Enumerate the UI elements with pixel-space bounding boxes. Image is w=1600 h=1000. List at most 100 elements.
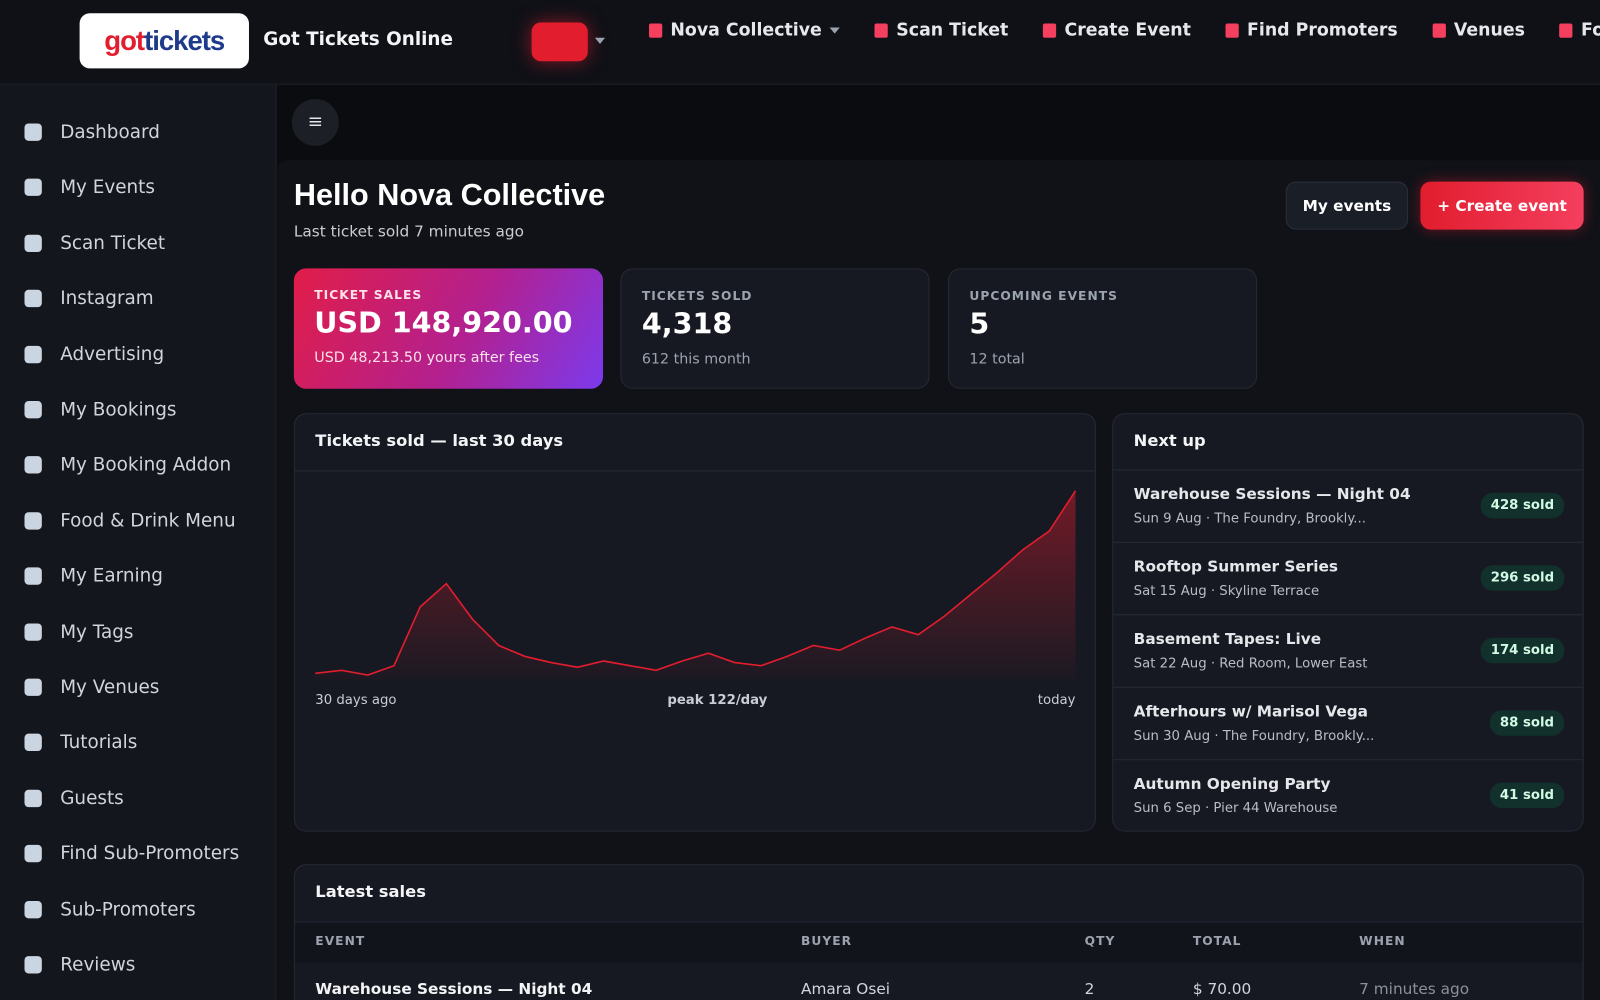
nav-item[interactable]: Create Event <box>1043 18 1191 42</box>
sidebar-item[interactable]: Food & Drink Menu <box>24 510 236 531</box>
sold-badge: 296 sold <box>1480 565 1565 591</box>
sidebar-label: My Venues <box>60 676 160 698</box>
peak-label: peak 122/day <box>667 693 767 708</box>
sidebar-item[interactable]: Dashboard <box>24 121 160 143</box>
stat-card: UPCOMING EVENTS 5 12 total <box>947 268 1258 389</box>
create-event-button[interactable]: + Create event <box>1420 181 1584 230</box>
column-header: TOTAL <box>1192 933 1242 948</box>
latest-sales-card: Latest sales EVENT BUYER QTY TOTAL WHEN Wareh… <box>293 864 1584 1000</box>
dropdown-caret <box>829 27 841 34</box>
stat-label: TICKET SALES <box>314 287 423 303</box>
sidebar-icon <box>24 345 42 363</box>
sidebar-icon <box>24 567 42 585</box>
stat-label: TICKETS SOLD <box>641 288 753 304</box>
nav-item[interactable]: Nova Collective <box>648 18 841 42</box>
sidebar-label: Find Sub-Promoters <box>60 843 240 865</box>
sidebar-item[interactable]: Find Sub-Promoters <box>24 843 239 864</box>
sidebar-icon <box>24 289 42 308</box>
event-row[interactable]: Rooftop Summer Series Sat 15 Aug · Skylin… <box>1113 541 1583 615</box>
sidebar-item[interactable]: My Events <box>24 177 155 198</box>
column-header: BUYER <box>801 933 853 948</box>
sidebar-icon <box>24 734 42 752</box>
table-cell: Warehouse Sessions — Night 04 <box>315 979 593 998</box>
sidebar-icon <box>24 401 42 419</box>
sidebar-icon <box>24 900 42 918</box>
event-name: Afterhours w/ Marisol Vega <box>1133 702 1369 721</box>
sidebar-item[interactable]: Guests <box>24 787 124 809</box>
event-details: Sun 30 Aug · The Foundry, Brookly... <box>1133 728 1375 744</box>
stat-label: UPCOMING EVENTS <box>969 288 1118 304</box>
sidebar-item[interactable]: Tutorials <box>24 732 137 753</box>
event-details: Sun 9 Aug · The Foundry, Brookly... <box>1133 511 1366 527</box>
table-header <box>294 922 1583 964</box>
stat-card: TICKET SALES USD 148,920.00 USD 48,213.50 … <box>293 268 604 389</box>
sidebar-label: Reviews <box>60 954 136 976</box>
sidebar-icon <box>24 512 42 530</box>
logo[interactable]: got tickets <box>79 13 249 69</box>
my-events-button[interactable]: My events <box>1285 181 1409 230</box>
table-cell: 7 minutes ago <box>1359 979 1470 998</box>
nav-icon <box>874 23 889 38</box>
event-row[interactable]: Basement Tapes: Live Sat 22 Aug · Red Roo… <box>1113 614 1583 687</box>
sidebar-icon <box>24 956 42 974</box>
sidebar-item[interactable]: My Tags <box>24 621 133 642</box>
sidebar-item[interactable]: Advertising <box>24 343 164 365</box>
nav-icon <box>648 23 663 38</box>
sold-badge: 174 sold <box>1480 637 1565 664</box>
logo-text: tickets <box>144 24 225 56</box>
nav-icon <box>1043 23 1057 38</box>
event-row[interactable]: Afterhours w/ Marisol Vega Sun 30 Aug · T… <box>1113 686 1583 760</box>
sidebar-item[interactable]: Scan Ticket <box>24 232 166 254</box>
sold-badge: 88 sold <box>1489 710 1565 736</box>
area <box>315 490 1076 680</box>
sidebar-label: Sub-Promoters <box>60 898 196 920</box>
site-name[interactable]: Got Tickets Online <box>263 28 453 50</box>
sidebar-item[interactable]: Sub-Promoters <box>24 898 196 920</box>
event-row[interactable]: Warehouse Sessions — Night 04 Sun 9 Aug ·… <box>1113 469 1583 542</box>
sidebar-item[interactable]: Reviews <box>24 954 136 976</box>
notifications-button[interactable] <box>531 22 588 62</box>
chart-title: Tickets sold — last 30 days <box>315 430 564 450</box>
nav-item[interactable]: Scan Ticket <box>874 18 1008 42</box>
x-end-label: today <box>1038 693 1076 708</box>
event-row[interactable]: Autumn Opening Party Sun 6 Sep · Pier 44 … <box>1113 759 1583 830</box>
nav-label: Create Event <box>1064 20 1191 41</box>
sidebar-item[interactable]: My Earning <box>24 565 163 587</box>
table-cell: 2 <box>1084 979 1095 998</box>
chart: 30 days ago peak 122/day today <box>315 490 1077 708</box>
sold-badge: 41 sold <box>1489 782 1565 809</box>
sidebar-item[interactable]: My Booking Addon <box>24 454 232 476</box>
sidebar-label: Guests <box>60 787 124 809</box>
dropdown-caret[interactable] <box>594 37 606 44</box>
nav-item[interactable]: Venues <box>1432 18 1525 42</box>
event-name: Rooftop Summer Series <box>1133 557 1339 576</box>
nav-item[interactable]: Find Promoters <box>1225 18 1398 42</box>
sidebar-item[interactable]: Instagram <box>24 288 154 309</box>
event-details: Sat 15 Aug · Skyline Terrace <box>1133 583 1320 599</box>
nav-item[interactable]: For <box>1559 18 1600 42</box>
column-header: EVENT <box>315 933 366 948</box>
card-title: Next up <box>1133 430 1206 450</box>
sidebar: Dashboard My Events Scan Ticket Instagram Ad… <box>0 84 277 1000</box>
stat-note: 612 this month <box>641 351 751 368</box>
x-start-label: 30 days ago <box>315 693 396 708</box>
sidebar-label: Scan Ticket <box>60 232 166 254</box>
next-up-card: Next up Warehouse Sessions — Night 04 Sun… <box>1112 413 1584 832</box>
menu-toggle[interactable]: ≡ <box>291 98 339 146</box>
stat-card: TICKETS SOLD 4,318 612 this month <box>620 268 930 389</box>
sidebar-icon <box>24 845 42 863</box>
sidebar-item[interactable]: My Bookings <box>24 399 176 420</box>
chart-card: Tickets sold — last 30 days 30 days ago p… <box>293 413 1096 832</box>
sidebar-icon <box>24 789 42 807</box>
sidebar-label: Dashboard <box>60 121 160 143</box>
top-nav: Nova Collective Scan Ticket Create Event Fi… <box>648 18 1600 42</box>
stat-value: USD 148,920.00 <box>314 306 573 340</box>
greeting-subtitle: Last ticket sold 7 minutes ago <box>293 222 524 241</box>
nav-label: For <box>1581 20 1600 41</box>
sidebar-item[interactable]: My Venues <box>24 677 159 698</box>
sidebar-label: My Booking Addon <box>60 454 232 476</box>
divider <box>294 470 1095 472</box>
nav-label: Venues <box>1453 20 1525 41</box>
